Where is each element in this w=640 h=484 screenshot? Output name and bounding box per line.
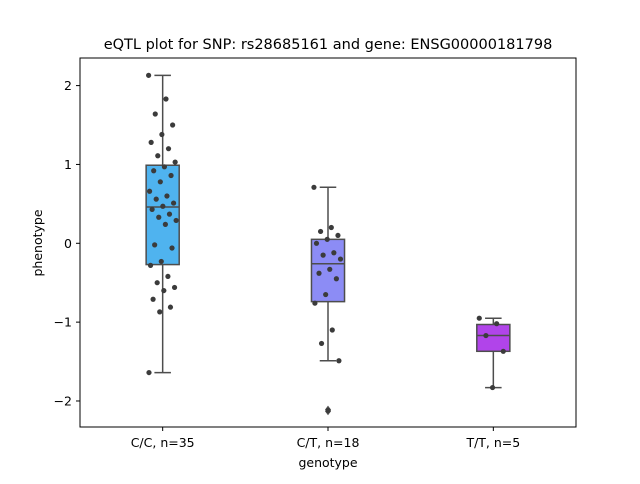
box-group-3	[476, 317, 511, 389]
data-point	[171, 284, 178, 291]
data-point	[336, 358, 342, 364]
data-point	[155, 153, 161, 159]
data-point	[320, 252, 326, 258]
box-iqr	[476, 323, 511, 353]
data-point	[476, 315, 482, 321]
data-point	[489, 384, 496, 391]
data-point	[318, 340, 325, 347]
data-point	[168, 172, 174, 179]
x-axis-label: genotype	[298, 455, 357, 470]
x-tick-label: C/C, n=35	[131, 435, 195, 450]
data-point	[146, 72, 152, 78]
data-point	[483, 332, 489, 339]
data-point	[146, 188, 153, 194]
data-point	[172, 159, 178, 165]
data-point	[317, 228, 324, 235]
data-point	[170, 122, 176, 128]
data-point	[173, 217, 179, 224]
data-point	[167, 304, 174, 310]
data-point	[312, 300, 318, 306]
data-point	[311, 184, 317, 190]
chart-title: eQTL plot for SNP: rs28685161 and gene: …	[104, 37, 553, 53]
data-point	[146, 369, 152, 376]
data-point	[327, 266, 333, 272]
y-tick-label: 2	[64, 78, 72, 93]
y-tick-label: 1	[64, 157, 72, 172]
data-point	[163, 96, 169, 102]
data-point	[324, 236, 330, 242]
data-point	[157, 179, 163, 185]
box-group-1	[145, 74, 180, 374]
data-point	[325, 407, 331, 414]
data-point	[154, 280, 160, 286]
data-point	[152, 242, 158, 248]
data-point	[323, 291, 329, 298]
box-iqr	[145, 164, 180, 266]
data-point	[333, 276, 339, 282]
data-point	[156, 214, 162, 220]
strip-points-2	[311, 184, 344, 414]
data-point	[337, 256, 344, 262]
data-point	[150, 296, 156, 302]
data-point	[161, 164, 168, 170]
x-tick-label: T/T, n=5	[465, 435, 520, 450]
x-tick-label: C/T, n=18	[297, 435, 360, 450]
data-point	[169, 245, 175, 251]
plot-content	[145, 72, 511, 416]
data-point	[147, 262, 154, 268]
data-point	[160, 203, 166, 209]
data-point	[165, 146, 172, 152]
strip-points-1	[146, 72, 179, 376]
data-point	[165, 273, 171, 280]
strip-points-3	[476, 315, 506, 391]
data-point	[331, 250, 337, 256]
data-point	[500, 348, 506, 354]
data-point	[159, 131, 165, 138]
y-tick-label: −2	[54, 393, 72, 408]
data-point	[313, 240, 320, 246]
x-axis: C/C, n=35 C/T, n=18 T/T, n=5	[131, 427, 520, 450]
data-point	[149, 206, 155, 212]
data-point	[164, 193, 170, 199]
data-point	[158, 258, 164, 265]
data-point	[162, 221, 168, 227]
y-tick-label: −1	[54, 315, 72, 330]
data-point	[329, 327, 335, 333]
y-axis: 2 1 0 −1 −2	[54, 78, 80, 408]
data-point	[328, 224, 334, 231]
data-point	[151, 168, 157, 174]
data-point	[166, 211, 173, 217]
data-point	[170, 200, 177, 206]
data-point	[157, 309, 163, 315]
data-point	[152, 111, 158, 117]
y-axis-label: phenotype	[30, 209, 45, 276]
data-point	[316, 270, 322, 276]
y-tick-label: 0	[64, 236, 72, 251]
data-point	[148, 139, 154, 145]
data-point	[335, 232, 341, 239]
data-point	[494, 321, 500, 327]
data-point	[153, 196, 159, 202]
data-point	[161, 287, 167, 294]
